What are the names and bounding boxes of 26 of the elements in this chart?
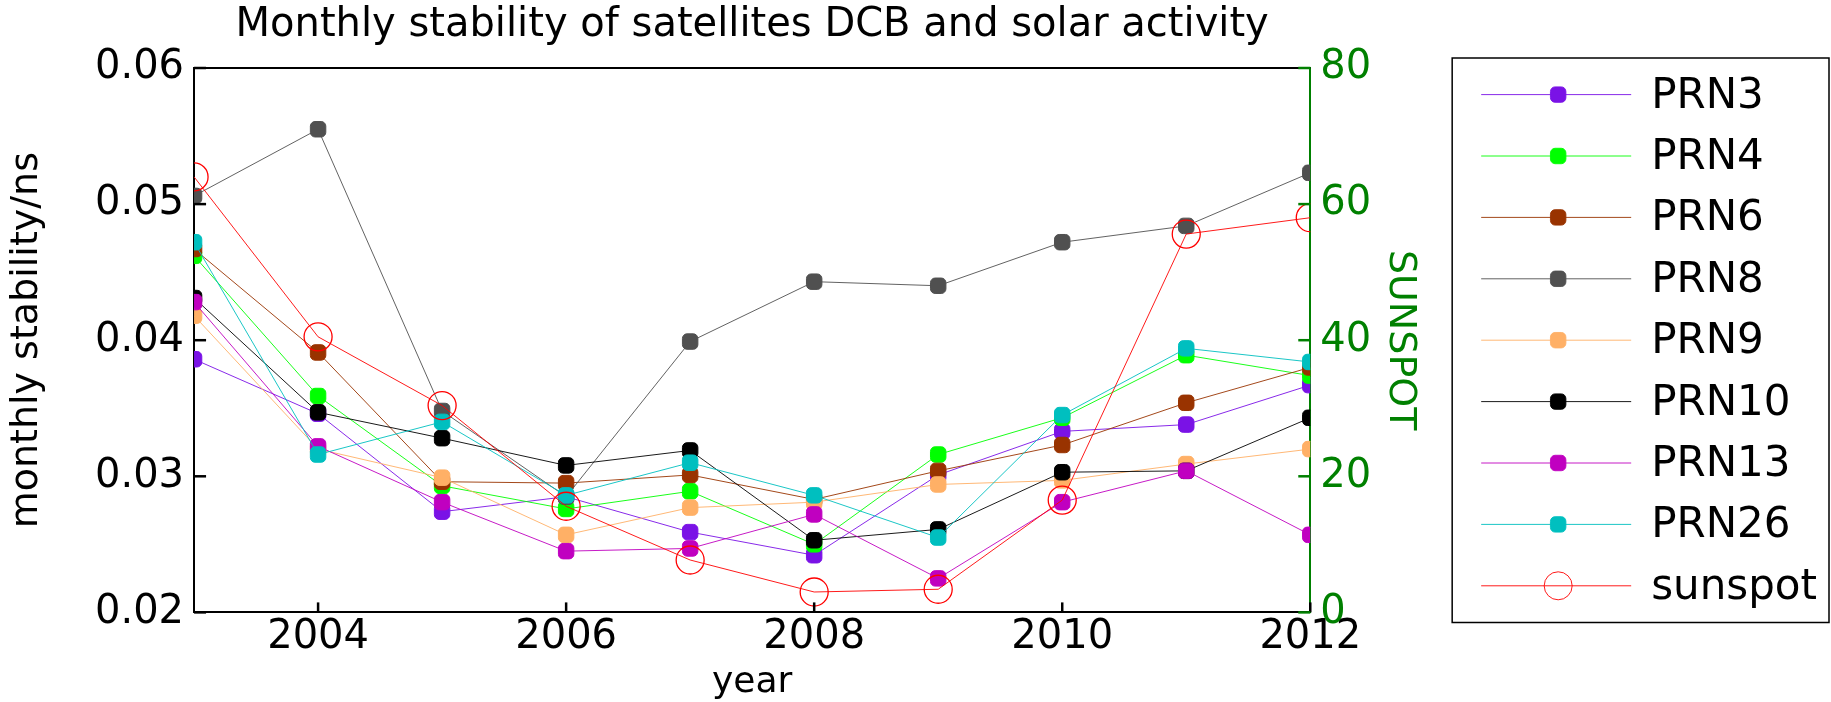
x-tick-label: 2004 [267,610,369,657]
legend-label: PRN10 [1651,375,1791,425]
x-tick-label: 2006 [515,610,618,657]
x-tick-label: 2008 [763,610,866,657]
y-tick-label: 0.06 [95,41,185,88]
y2-tick-label: 80 [1320,41,1372,88]
y-tick-label: 0.02 [95,585,185,632]
y2-tick-label: 40 [1320,313,1372,360]
legend-label: PRN3 [1651,68,1764,118]
legend-label: PRN13 [1651,436,1791,486]
y2-tick-label: 60 [1320,177,1372,224]
y-tick-label: 0.05 [95,177,185,224]
legend-label: PRN26 [1651,498,1791,548]
x-tick-label: 2010 [1011,610,1114,657]
chart-title: Monthly stability of satellites DCB and solar activity [235,0,1269,46]
y-axis-title: monthly stability/ns [1,152,46,529]
legend-label: PRN8 [1651,252,1764,302]
y-tick-label: 0.04 [95,313,185,360]
legend-label: PRN9 [1651,314,1764,364]
y-tick-label: 0.03 [95,449,185,496]
y2-axis-title: SUNSPOT [1381,249,1426,432]
x-axis-title: year [712,658,793,700]
legend-label: PRN6 [1651,191,1764,241]
legend-label: sunspot [1651,559,1817,609]
y2-tick-label: 20 [1320,449,1372,496]
legend-label: PRN4 [1651,129,1764,179]
